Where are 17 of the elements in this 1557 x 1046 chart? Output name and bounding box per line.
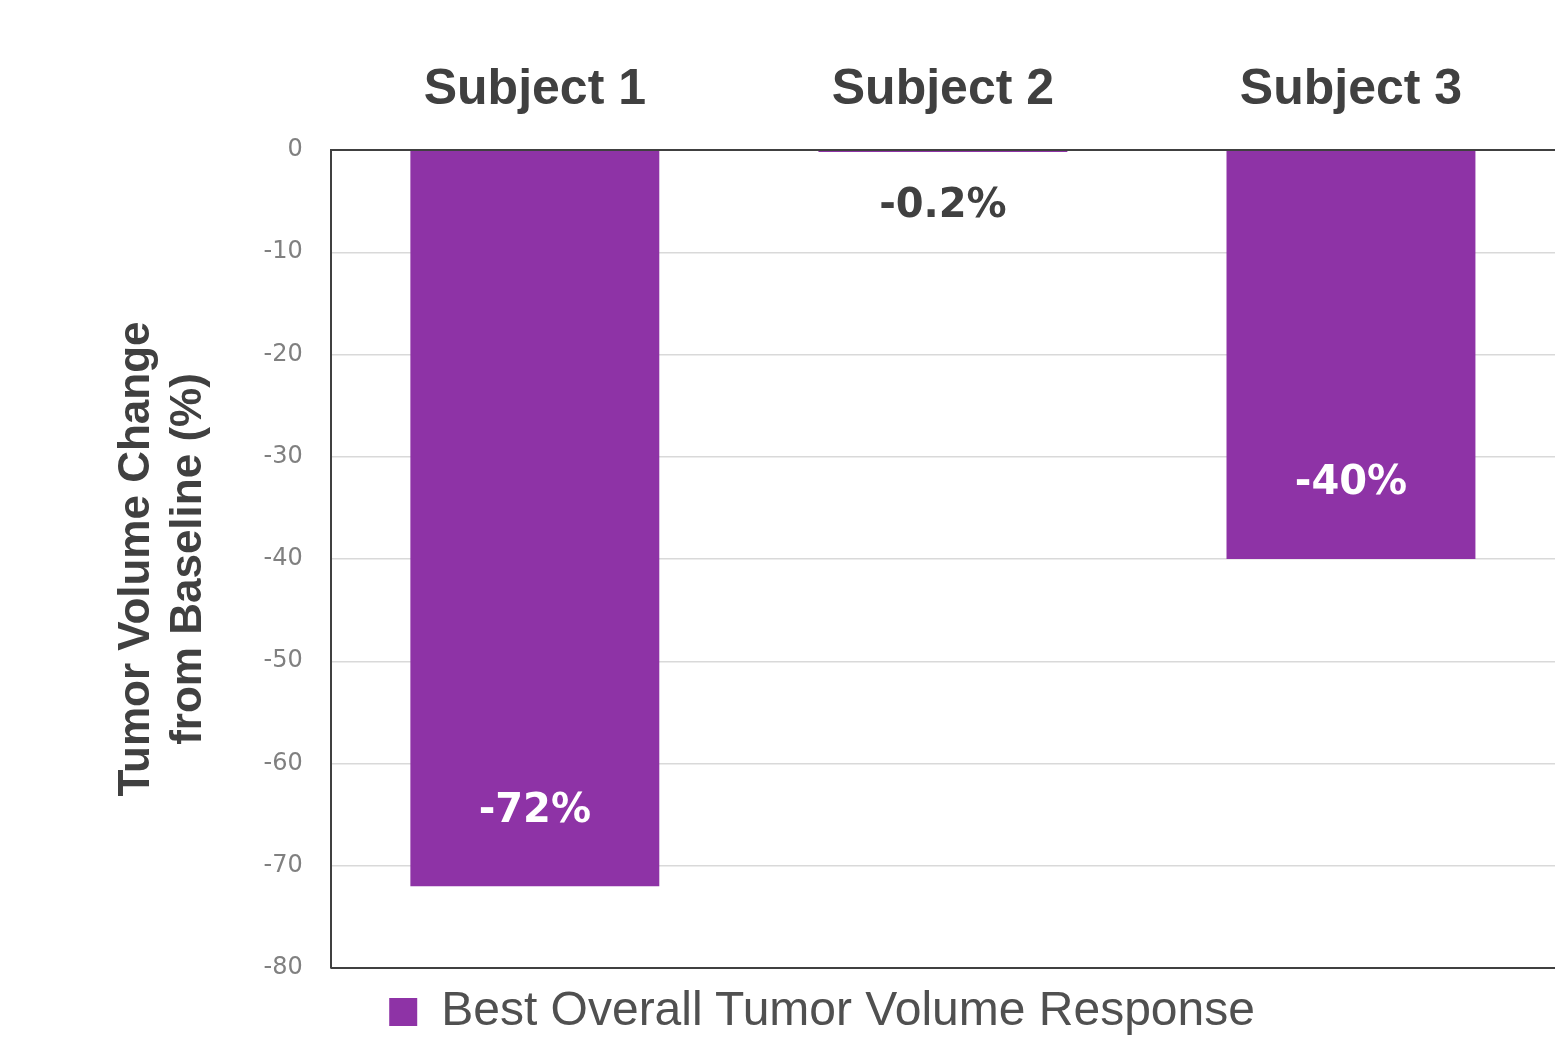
x-tick-label: Subject 1 [423, 58, 646, 115]
y-axis-title: Tumor Volume Change from Baseline (%) [108, 321, 211, 797]
data-label: -0.2% [879, 180, 1007, 227]
y-tick-label: -40 [263, 543, 303, 572]
data-label: -40% [1294, 457, 1408, 504]
y-tick-label: -30 [263, 440, 303, 469]
y-tick-label: -50 [263, 645, 303, 674]
y-tick-label: -80 [263, 952, 303, 981]
y-tick-label: -20 [263, 338, 303, 367]
y-tick-label: -10 [263, 236, 303, 265]
legend-label: Best Overall Tumor Volume Response [441, 982, 1255, 1036]
x-tick-label: Subject 3 [1239, 58, 1463, 115]
y-tick-label: -60 [263, 747, 303, 776]
x-tick-label: Subject 2 [831, 58, 1055, 115]
y-tick-label: 0 [287, 134, 303, 163]
y-tick-label: -70 [263, 849, 303, 878]
data-label: -72% [478, 784, 591, 831]
